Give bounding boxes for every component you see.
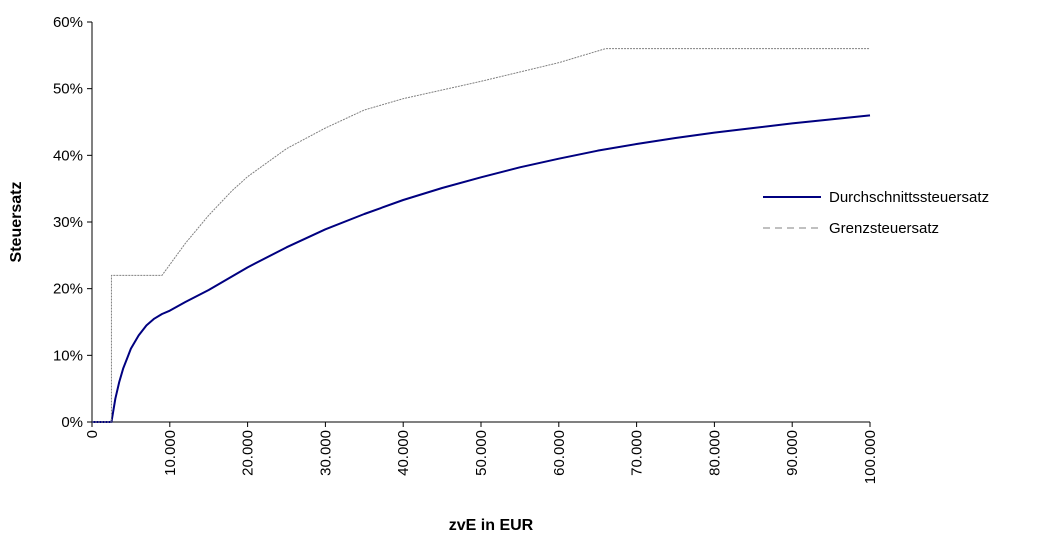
x-tick-label: 80.000 xyxy=(706,430,723,476)
series-lines xyxy=(92,48,871,423)
y-tick-label: 20% xyxy=(53,281,83,298)
x-tick-label: 70.000 xyxy=(629,430,646,476)
tick-marks xyxy=(87,21,871,427)
y-tick-labels: 0% 10% 20% 30% 40% 50% 60% xyxy=(53,14,83,431)
series-line-durchschnittssteuersatz xyxy=(92,114,871,423)
y-tick-label: 50% xyxy=(53,81,83,98)
x-axis-title: zvE in EUR xyxy=(449,517,534,534)
y-tick-label: 10% xyxy=(53,347,83,364)
series-line-grenzsteuersatz xyxy=(92,48,870,423)
y-tick-label: 40% xyxy=(53,147,83,164)
legend-label-durchschnittssteuersatz: Durchschnittssteuersatz xyxy=(829,189,989,206)
x-tick-label: 50.000 xyxy=(473,430,490,476)
y-tick-label: 60% xyxy=(53,14,83,31)
x-tick-label: 90.000 xyxy=(784,430,801,476)
axes xyxy=(91,22,870,423)
x-tick-label: 20.000 xyxy=(240,430,257,476)
y-tick-label: 30% xyxy=(53,214,83,231)
x-tick-label: 0 xyxy=(84,430,101,438)
y-tick-label: 0% xyxy=(61,414,83,431)
x-tick-labels: 0 10.000 20.000 30.000 40.000 50.000 60.000 70.… xyxy=(84,430,879,484)
x-tick-label: 100.000 xyxy=(862,430,879,484)
legend-label-grenzsteuersatz: Grenzsteuersatz xyxy=(829,220,939,237)
legend: Durchschnittssteuersatz Grenzsteuersatz xyxy=(763,189,989,237)
x-tick-label: 10.000 xyxy=(162,430,179,476)
y-axis-title: Steuersatz xyxy=(8,182,25,263)
x-tick-label: 30.000 xyxy=(317,430,334,476)
x-tick-label: 40.000 xyxy=(395,430,412,476)
x-tick-label: 60.000 xyxy=(551,430,568,476)
